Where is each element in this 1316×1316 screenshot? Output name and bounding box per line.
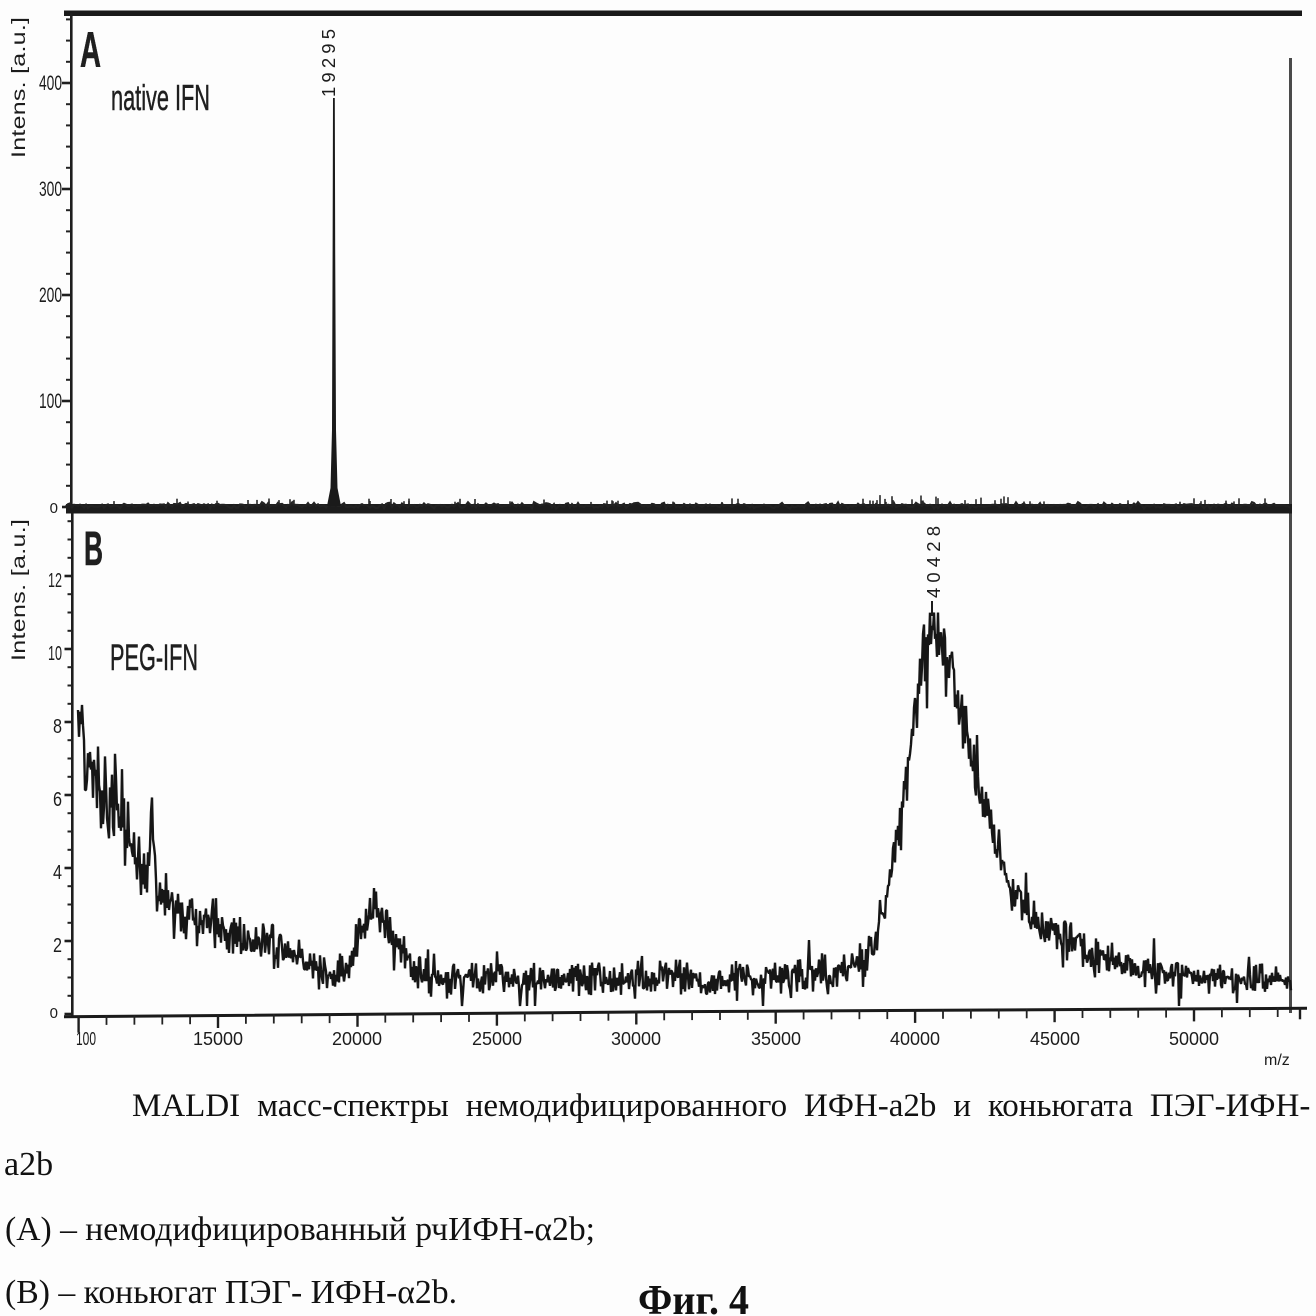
svg-text:40000: 40000 <box>890 1029 940 1049</box>
svg-text:6: 6 <box>53 789 62 811</box>
svg-text:PEG-IFN: PEG-IFN <box>110 637 198 678</box>
svg-text:m/z: m/z <box>1264 1052 1290 1069</box>
svg-text:Фиг. 4: Фиг. 4 <box>638 1278 749 1316</box>
svg-text:15000: 15000 <box>193 1029 243 1049</box>
svg-text:4: 4 <box>53 862 62 884</box>
svg-text:(A) – немодифицированный рчИФН: (A) – немодифицированный рчИФН-α2b; <box>5 1211 595 1248</box>
svg-text:MALDI масс-спектры немодифицир: MALDI масс-спектры немодифицированного И… <box>132 1088 1310 1124</box>
svg-text:Intens. [a.u.]: Intens. [a.u.] <box>8 17 30 158</box>
svg-text:A: A <box>80 22 101 78</box>
svg-text:50000: 50000 <box>1169 1029 1219 1049</box>
svg-text:25000: 25000 <box>472 1029 522 1049</box>
svg-text:20000: 20000 <box>332 1029 382 1049</box>
svg-text:40428: 40428 <box>923 526 944 598</box>
svg-text:200: 200 <box>39 284 62 307</box>
svg-text:(B) – коньюгат ПЭГ- ИФН-α2b.: (B) – коньюгат ПЭГ- ИФН-α2b. <box>5 1274 457 1311</box>
svg-text:100: 100 <box>76 1029 96 1049</box>
svg-text:2: 2 <box>53 935 62 957</box>
svg-text:a2b: a2b <box>4 1146 53 1183</box>
svg-text:10: 10 <box>48 643 62 665</box>
svg-text:8: 8 <box>53 716 62 738</box>
svg-text:19295: 19295 <box>318 29 339 97</box>
svg-text:0: 0 <box>50 1005 58 1022</box>
svg-text:35000: 35000 <box>751 1029 801 1049</box>
svg-text:native IFN: native IFN <box>111 77 210 118</box>
svg-text:400: 400 <box>39 72 62 95</box>
svg-text:30000: 30000 <box>611 1029 661 1049</box>
svg-text:B: B <box>84 523 103 576</box>
svg-text:300: 300 <box>39 178 62 201</box>
svg-text:45000: 45000 <box>1030 1029 1080 1049</box>
svg-text:Intens. [a.u.]: Intens. [a.u.] <box>8 519 30 661</box>
svg-text:100: 100 <box>39 390 62 413</box>
svg-text:12: 12 <box>48 570 62 592</box>
svg-text:0: 0 <box>50 500 58 517</box>
